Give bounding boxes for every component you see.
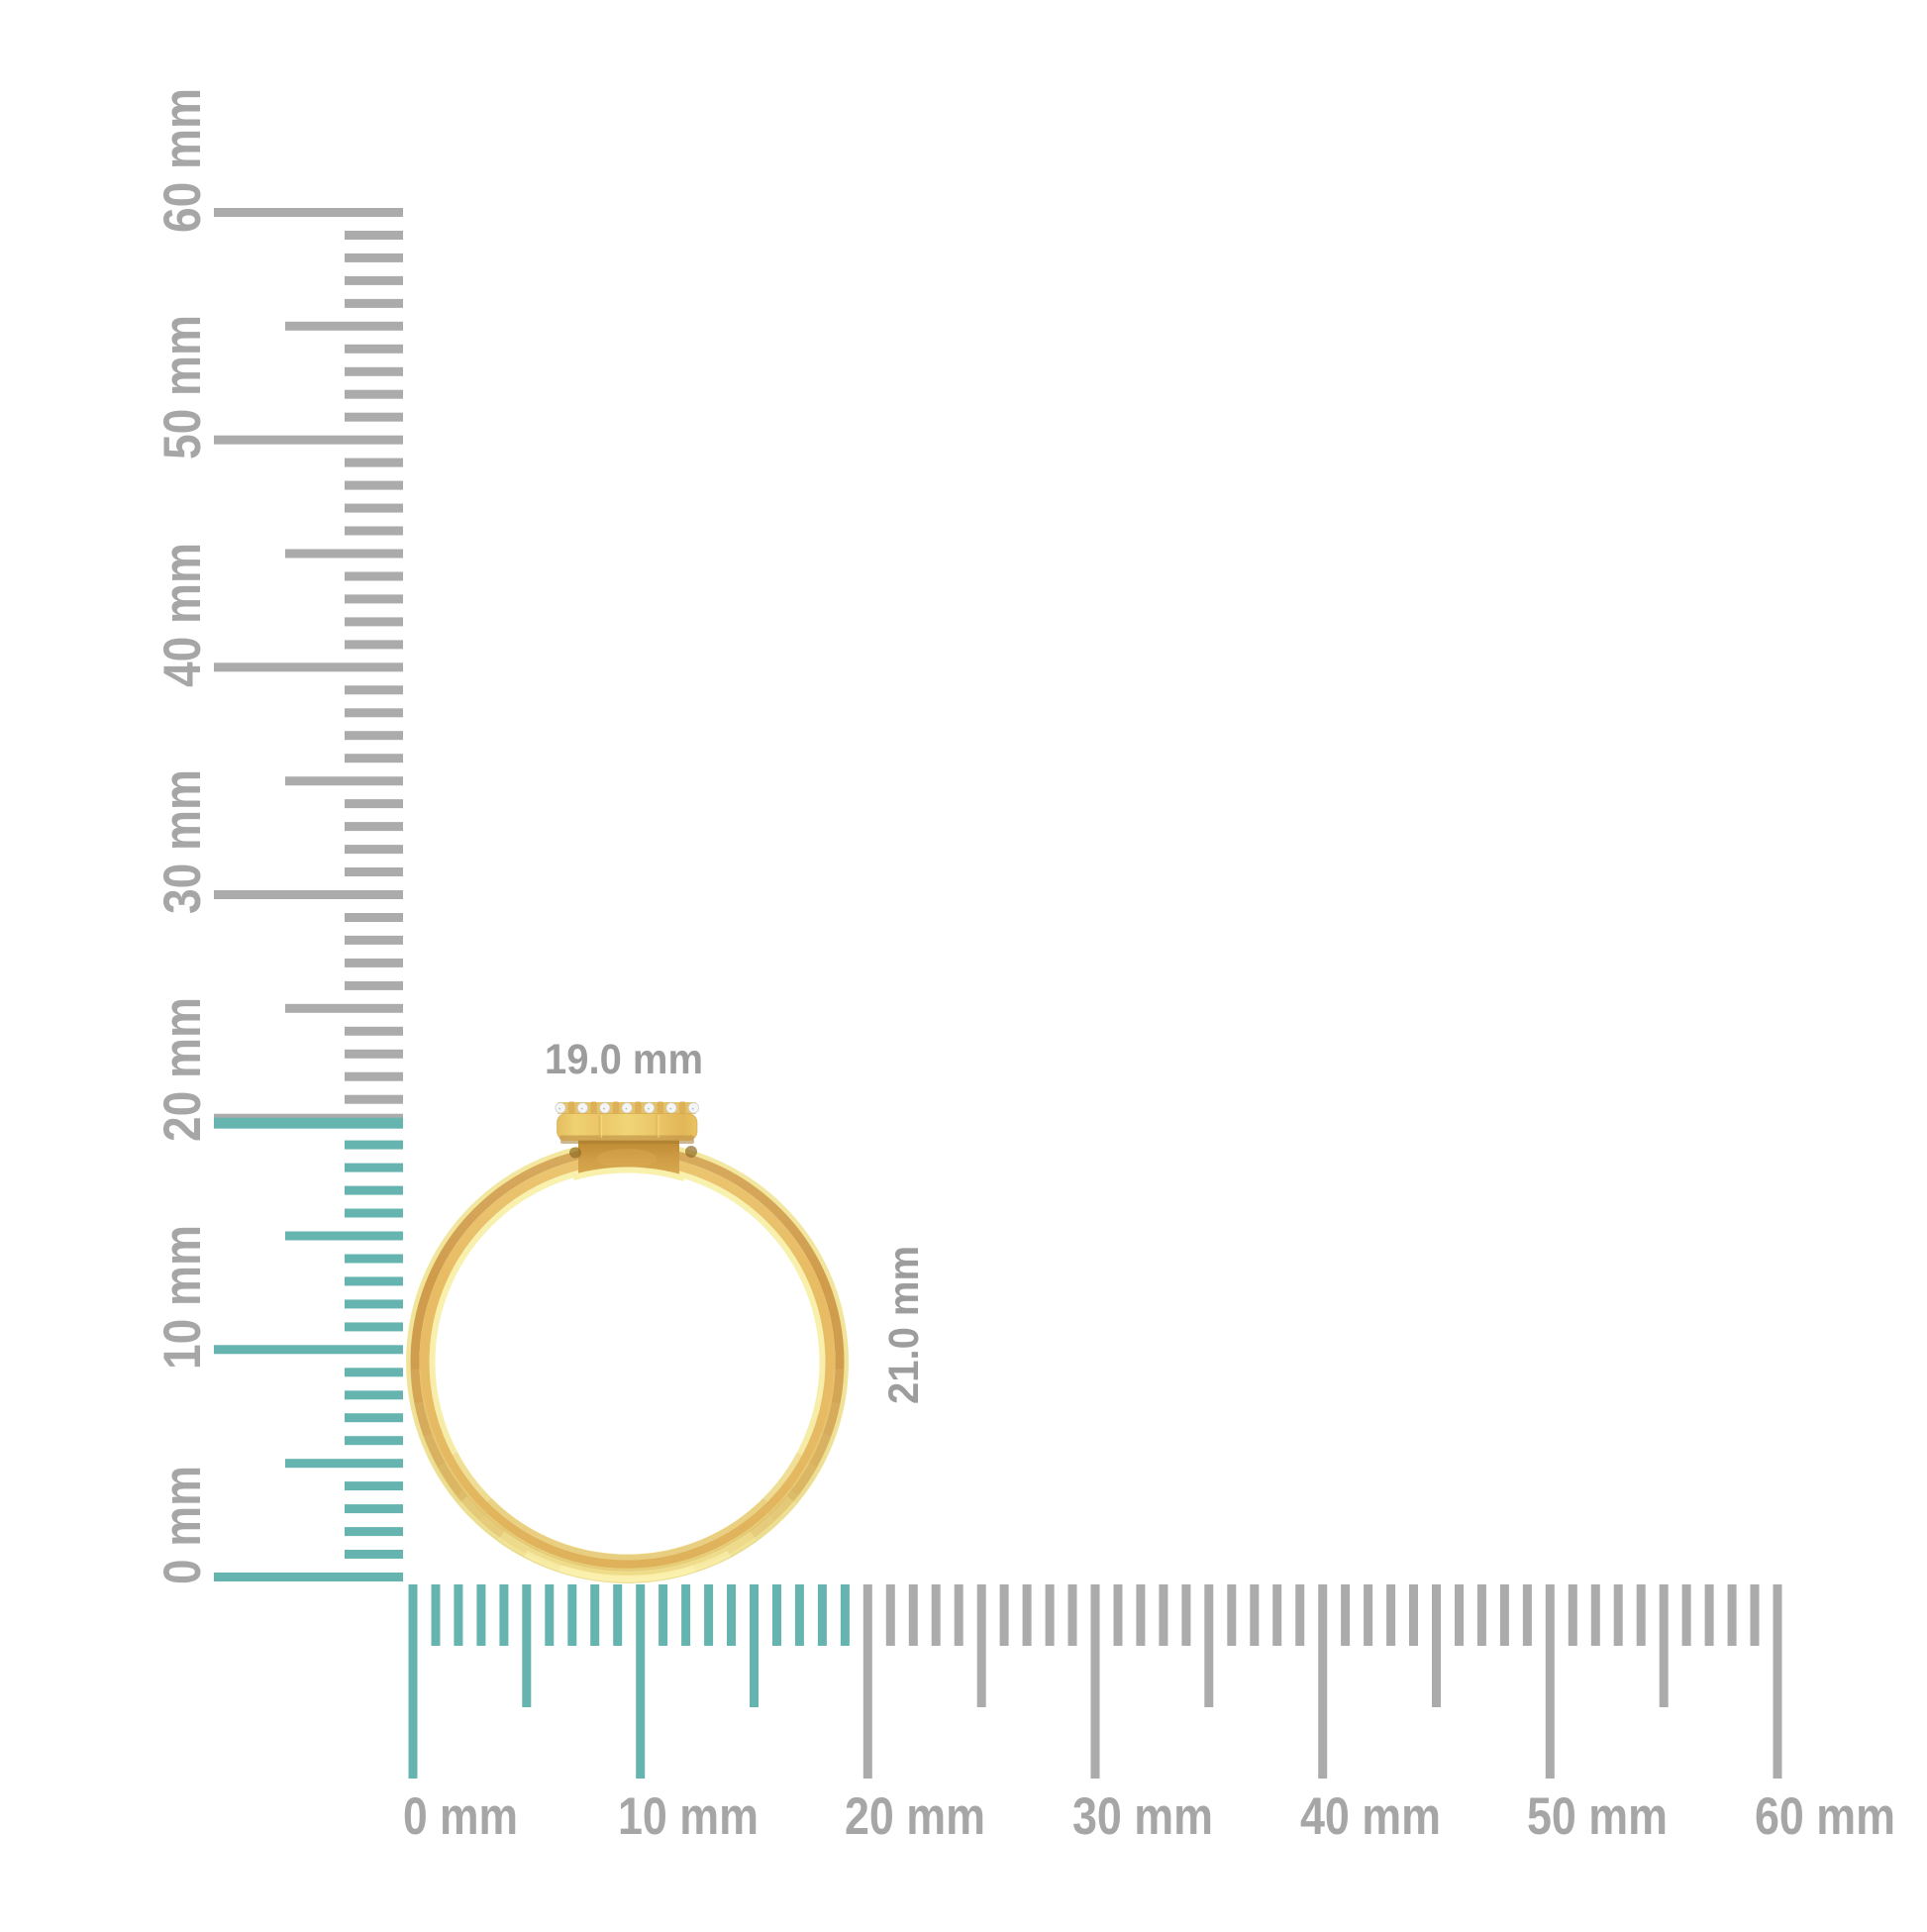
svg-text:19.0 mm: 19.0 mm bbox=[545, 1036, 703, 1083]
svg-text:30 mm: 30 mm bbox=[1072, 1787, 1213, 1846]
svg-text:10 mm: 10 mm bbox=[618, 1787, 759, 1846]
svg-text:0 mm: 0 mm bbox=[403, 1787, 518, 1846]
svg-text:40 mm: 40 mm bbox=[1300, 1787, 1441, 1846]
svg-text:40 mm: 40 mm bbox=[153, 543, 212, 687]
svg-text:50 mm: 50 mm bbox=[1527, 1787, 1668, 1846]
svg-text:60 mm: 60 mm bbox=[1755, 1787, 1895, 1846]
svg-text:20 mm: 20 mm bbox=[153, 997, 212, 1142]
svg-text:20 mm: 20 mm bbox=[845, 1787, 985, 1846]
svg-text:30 mm: 30 mm bbox=[153, 769, 212, 914]
svg-text:60 mm: 60 mm bbox=[153, 88, 212, 233]
svg-text:50 mm: 50 mm bbox=[153, 315, 212, 459]
svg-text:0 mm: 0 mm bbox=[153, 1466, 212, 1584]
svg-text:10 mm: 10 mm bbox=[153, 1225, 212, 1370]
svg-text:21.0 mm: 21.0 mm bbox=[880, 1246, 928, 1404]
